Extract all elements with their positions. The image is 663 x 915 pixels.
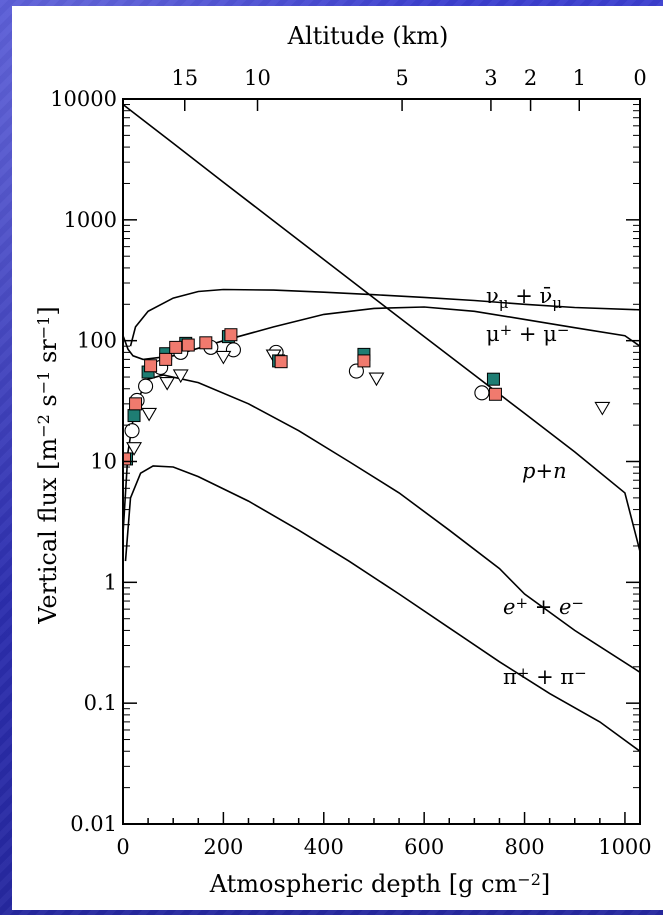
pink-square-point: [181, 338, 195, 352]
x2-tick-label: 2: [524, 66, 537, 90]
x-tick-label: 0: [116, 835, 129, 859]
x2-axis-title: Altitude (km): [287, 22, 449, 50]
open-triangle-point: [215, 350, 232, 365]
open-triangle-point: [172, 369, 189, 384]
x2-tick-label: 3: [484, 66, 497, 90]
series-label-1: νμ + ν̄μ: [486, 284, 562, 312]
x-axis-title: Atmospheric depth [g cm−2]: [209, 870, 551, 898]
open-circle-point: [474, 385, 490, 401]
y-tick-label: 1: [104, 570, 117, 594]
pink-square-point: [274, 355, 288, 369]
y-axis-title: Vertical flux [m−2 s−1 sr−1]: [34, 306, 62, 624]
series-line-4: [124, 465, 640, 752]
pink-square-point: [199, 336, 213, 350]
open-triangle-point: [141, 407, 158, 422]
x2-tick-label: 15: [171, 66, 198, 90]
open-triangle-point: [368, 372, 385, 387]
series-label-2: μ+ + μ−: [486, 321, 569, 346]
open-triangle-point: [594, 401, 611, 416]
dark-square-point: [486, 372, 500, 386]
open-circle-point: [348, 363, 364, 379]
pink-square-point: [123, 452, 132, 466]
pink-square-point: [357, 354, 371, 368]
x-tick-label: 200: [203, 835, 243, 859]
series-line-0: [123, 103, 640, 552]
open-circle-point: [138, 378, 154, 394]
pink-square-point: [144, 359, 158, 373]
x2-tick-label: 1: [573, 66, 586, 90]
series-label-0: p+n: [522, 459, 567, 483]
series-label-4: π+ + π−: [503, 664, 587, 689]
figure-panel: [12, 6, 663, 910]
open-triangle-point: [126, 442, 143, 456]
x2-tick-label: 0: [633, 66, 646, 90]
x-tick-label: 1000: [598, 835, 651, 859]
series-line-3: [123, 374, 640, 673]
pink-square-point: [224, 328, 238, 342]
pink-square-point: [159, 352, 173, 366]
y-tick-label: 10: [90, 450, 117, 474]
pink-square-point: [169, 340, 183, 354]
x-tick-label: 600: [404, 835, 444, 859]
series-line-1: [129, 288, 640, 347]
y-tick-label: 0.1: [84, 691, 117, 715]
pink-square-point: [129, 397, 143, 411]
open-triangle-point: [159, 377, 176, 391]
y-tick-label: 1000: [64, 208, 117, 232]
x-tick-label: 400: [304, 835, 344, 859]
pink-square-point: [488, 387, 502, 401]
x2-tick-label: 5: [395, 66, 408, 90]
open-circle-point: [124, 423, 140, 439]
x-tick-label: 800: [505, 835, 545, 859]
x2-tick-label: 10: [244, 66, 271, 90]
y-tick-label: 10000: [50, 87, 117, 111]
y-tick-label: 100: [77, 329, 117, 353]
series-line-2: [123, 306, 640, 361]
series-label-3: e+ + e−: [503, 594, 584, 619]
dark-square-point: [127, 409, 141, 423]
y-tick-label: 0.01: [70, 812, 117, 836]
